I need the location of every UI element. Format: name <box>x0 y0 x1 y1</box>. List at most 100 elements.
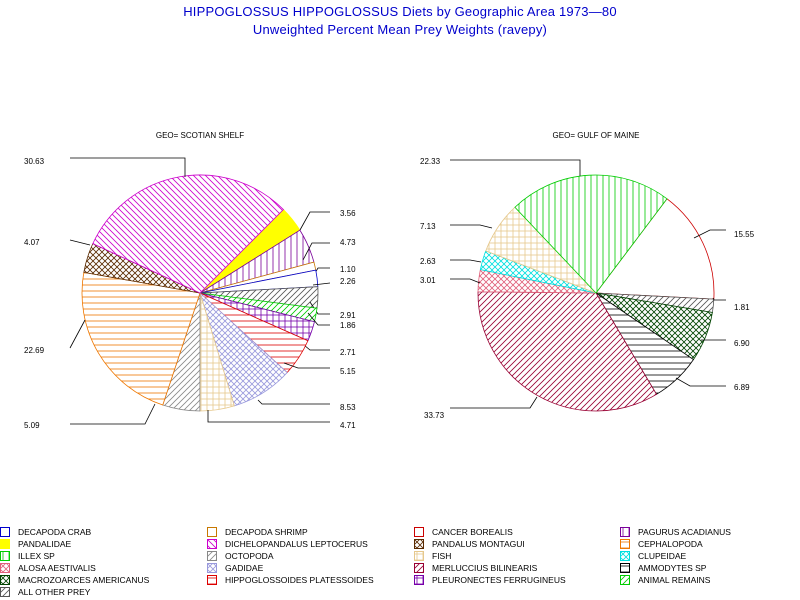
legend-swatch <box>0 575 10 585</box>
leader-line <box>307 312 330 326</box>
legend-label: CANCER BOREALIS <box>432 527 513 537</box>
legend-item-illex_sp: ILLEX SP <box>0 550 200 562</box>
leader-line <box>69 319 86 349</box>
pie-slice-cephalopoda <box>81 271 201 406</box>
legend-swatch <box>0 527 10 537</box>
slice-value-label: 33.73 <box>424 411 445 420</box>
slice-value-label: 2.26 <box>340 277 356 286</box>
slice-value-label: 8.53 <box>340 403 356 412</box>
legend-label: MACROZOARCES AMERICANUS <box>18 575 150 585</box>
slice-value-label: 5.15 <box>340 367 356 376</box>
legend-label: CEPHALOPODA <box>638 539 703 549</box>
legend-swatch <box>620 575 630 585</box>
legend-swatch <box>620 527 630 537</box>
legend-label: PANDALUS MONTAGUI <box>432 539 525 549</box>
slice-value-label: 2.71 <box>340 348 356 357</box>
legend-swatch <box>207 527 217 537</box>
pie-slice-merluccius <box>477 291 658 412</box>
legend-label: MERLUCCIUS BILINEARIS <box>432 563 538 573</box>
legend-item-octopoda: OCTOPODA <box>207 550 407 562</box>
legend-swatch <box>414 575 424 585</box>
legend-swatch <box>207 539 217 549</box>
legend-item-all_other: ALL OTHER PREY <box>0 586 200 598</box>
legend-item-merluccius: MERLUCCIUS BILINEARIS <box>414 562 614 574</box>
leader-line <box>450 396 538 409</box>
leader-line <box>450 278 481 284</box>
legend-swatch <box>0 539 10 549</box>
legend-label: ALL OTHER PREY <box>18 587 91 597</box>
leader-line <box>450 259 482 263</box>
legend-item-pleuronectes: PLEURONECTES FERRUGINEUS <box>414 574 614 586</box>
pie-slice-illex_sp <box>514 174 668 294</box>
legend-swatch <box>620 551 630 561</box>
slice-value-label: 6.90 <box>734 339 750 348</box>
leader-line <box>450 159 581 176</box>
slice-value-label: 2.91 <box>340 311 356 320</box>
leader-line <box>309 301 330 315</box>
leader-line <box>70 157 186 177</box>
slice-value-label: 6.89 <box>734 383 750 392</box>
slice-value-label: 4.07 <box>24 238 40 247</box>
slice-value-label: 22.69 <box>24 346 45 355</box>
legend-swatch <box>207 551 217 561</box>
legend-item-cephalopoda: CEPHALOPODA <box>620 538 800 550</box>
legend-label: DECAPODA CRAB <box>18 527 92 537</box>
legend-swatch <box>414 539 424 549</box>
slice-value-label: 1.10 <box>340 265 356 274</box>
pie-title: GEO= SCOTIAN SHELF <box>156 131 244 140</box>
legend-item-alosa_aestivalis: ALOSA AESTIVALIS <box>0 562 200 574</box>
chart-title: HIPPOGLOSSUS HIPPOGLOSSUS Diets by Geogr… <box>183 4 617 19</box>
legend-label: HIPPOGLOSSOIDES PLATESSOIDES <box>225 575 374 585</box>
leader-line <box>207 410 330 423</box>
slice-value-label: 1.86 <box>340 321 356 330</box>
leader-line <box>70 403 156 425</box>
legend-item-decapoda_crab: DECAPODA CRAB <box>0 526 200 538</box>
chart-subtitle: Unweighted Percent Mean Prey Weights (ra… <box>252 22 548 37</box>
legend-swatch <box>0 587 10 597</box>
legend-label: ALOSA AESTIVALIS <box>18 563 96 573</box>
slice-value-label: 3.56 <box>340 209 356 218</box>
legend-item-decapoda_shrimp: DECAPODA SHRIMP <box>207 526 407 538</box>
legend-item-pagurus_acadianus: PAGURUS ACADIANUS <box>620 526 800 538</box>
legend-label: DECAPODA SHRIMP <box>225 527 308 537</box>
legend-item-clupeidae: CLUPEIDAE <box>620 550 800 562</box>
legend-swatch <box>620 563 630 573</box>
slice-value-label: 15.55 <box>734 230 755 239</box>
slice-value-label: 4.71 <box>340 421 356 430</box>
legend-item-fish: FISH <box>414 550 614 562</box>
legend-label: PLEURONECTES FERRUGINEUS <box>432 575 566 585</box>
legend-label: DICHELOPANDALUS LEPTOCERUS <box>225 539 368 549</box>
legend-label: PANDALIDAE <box>18 539 72 549</box>
legend-swatch <box>620 539 630 549</box>
legend-item-pandalus_montagui: PANDALUS MONTAGUI <box>414 538 614 550</box>
pie-slice-cancer_borealis <box>595 198 715 300</box>
legend-label: ILLEX SP <box>18 551 55 561</box>
legend-label: AMMODYTES SP <box>638 563 707 573</box>
legend-item-dichelopandalus: DICHELOPANDALUS LEPTOCERUS <box>207 538 407 550</box>
legend-item-hippoglossoides: HIPPOGLOSSOIDES PLATESSOIDES <box>207 574 407 586</box>
pie-title: GEO= GULF OF MAINE <box>553 131 640 140</box>
legend-label: ANIMAL REMAINS <box>638 575 711 585</box>
legend-label: PAGURUS ACADIANUS <box>638 527 731 537</box>
pie-charts: GEO= SCOTIAN SHELF3.564.731.102.262.911.… <box>24 131 755 430</box>
leader-line <box>693 229 726 239</box>
pie-chart: GEO= SCOTIAN SHELF 3.56 4.73 1.10 2.26 2.911.… <box>24 131 356 430</box>
legend-item-cancer_borealis: CANCER BOREALIS <box>414 526 614 538</box>
legend-item-animal_remains: ANIMAL REMAINS <box>620 574 800 586</box>
legend-swatch <box>0 563 10 573</box>
legend-label: GADIDAE <box>225 563 264 573</box>
legend-swatch <box>207 563 217 573</box>
legend-swatch <box>414 527 424 537</box>
leader-line <box>712 297 726 301</box>
leader-line <box>257 399 330 405</box>
leader-line <box>312 282 331 286</box>
slice-value-label: 7.13 <box>420 222 436 231</box>
leader-line <box>69 239 91 246</box>
leader-line <box>450 224 493 229</box>
leader-line <box>675 377 726 387</box>
legend-label: CLUPEIDAE <box>638 551 687 561</box>
pie-slice-dichelopandalus <box>92 174 285 294</box>
legend-item-macrozoarces: MACROZOARCES AMERICANUS <box>0 574 200 586</box>
leader-line <box>283 362 330 369</box>
legend-swatch <box>0 551 10 561</box>
